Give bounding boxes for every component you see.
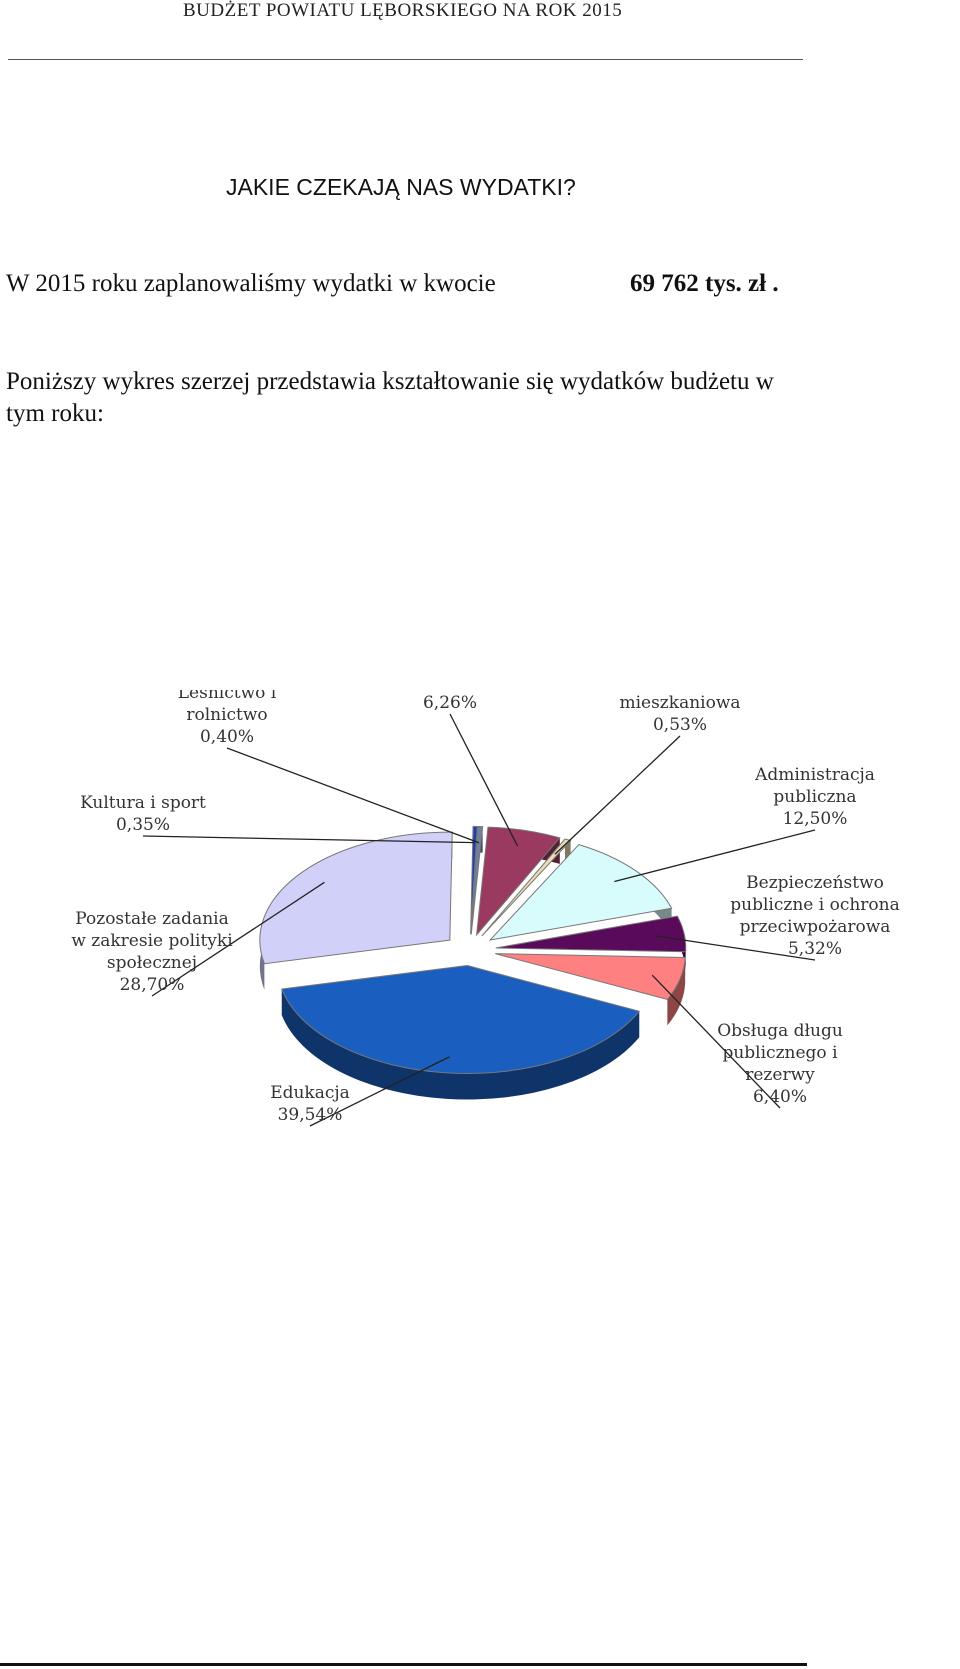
- slice-label-line: 0,35%: [116, 815, 170, 835]
- slice-label-line: rezerwy: [745, 1065, 815, 1085]
- leader-line: [614, 829, 816, 883]
- total-amount: 69 762 tys. zł .: [630, 270, 779, 297]
- pie-slice: [488, 844, 673, 941]
- slice-label-line: 6,26%: [423, 693, 477, 713]
- slice-label-line: Drogi powiatowe: [377, 690, 524, 691]
- document-header: BUDŻET POWIATU LĘBORSKIEGO NA ROK 2015: [183, 0, 623, 21]
- slice-label-line: 12,50%: [783, 809, 848, 829]
- footer-divider: [0, 1663, 807, 1666]
- leader-line: [449, 713, 519, 847]
- pie-slice: [281, 964, 641, 1075]
- leader-line: [655, 935, 816, 961]
- intro-text: W 2015 roku zaplanowaliśmy wydatki w kwo…: [6, 270, 496, 297]
- pie-slice: [470, 825, 478, 935]
- leader-line: [142, 835, 475, 844]
- leader-line: [651, 974, 781, 1109]
- slice-label-line: Administracja: [754, 765, 875, 785]
- leader-line: [554, 735, 681, 855]
- leader-lines: [142, 713, 816, 1127]
- slice-label-line: przeciwpożarowa: [740, 917, 891, 937]
- slice-label: Bezpieczeństwo publiczne i ochrona przeciw…: [730, 873, 899, 959]
- slice-labels: Drogi powiatowe 6,26% Gospodarka mieszkanio…: [71, 690, 899, 1125]
- leader-line: [309, 1056, 450, 1127]
- slice-label-line: społecznej: [107, 953, 197, 973]
- slice-label: Drogi powiatowe 6,26%: [377, 690, 524, 713]
- slice-label-line: Leśnictwo i: [178, 690, 277, 703]
- pie-slice: [495, 953, 686, 1000]
- slice-label-line: 6,40%: [753, 1087, 807, 1107]
- pie-slice: [470, 825, 484, 935]
- description-paragraph: Poniższy wykres szerzej przedstawia kszt…: [6, 368, 774, 427]
- slice-label-line: Bezpieczeństwo: [746, 873, 884, 893]
- slice-label-line: mieszkaniowa: [619, 693, 740, 713]
- pie-slice: [495, 915, 687, 953]
- slice-label-line: Kultura i sport: [80, 793, 206, 813]
- slice-label-line: w zakresie polityki: [71, 931, 233, 951]
- leader-line: [151, 881, 325, 997]
- pie-slice: [475, 826, 561, 937]
- slice-label: Edukacja 39,54%: [270, 1083, 350, 1125]
- slice-label-line: Pozostałe zadania: [75, 909, 228, 929]
- section-title: JAKIE CZEKAJĄ NAS WYDATKI?: [226, 174, 576, 200]
- slice-label-line: rolnictwo: [186, 705, 267, 725]
- slice-label: Obsługa długu publicznego i rezerwy 6,40%: [717, 1021, 843, 1107]
- slice-label-line: 28,70%: [120, 975, 185, 995]
- header-divider: [8, 59, 803, 60]
- pie-slice: [259, 831, 453, 965]
- leader-line: [226, 747, 480, 844]
- pie-slice: [481, 838, 572, 937]
- pie-slice-side: [667, 957, 686, 1026]
- slice-label-line: publiczne i ochrona: [730, 895, 899, 915]
- slice-label-line: 0,40%: [200, 727, 254, 747]
- slice-label-line: 0,53%: [653, 715, 707, 735]
- slice-label-line: Gospodarka: [628, 690, 731, 691]
- pie-slices: [259, 825, 687, 1100]
- expenses-pie-chart: Drogi powiatowe 6,26% Gospodarka mieszkanio…: [71, 690, 900, 1127]
- slice-label-line: publicznego i: [722, 1043, 838, 1063]
- pie-slice-side: [281, 989, 640, 1100]
- slice-label: Pozostałe zadania w zakresie polityki społ…: [71, 909, 233, 995]
- slice-label-line: Edukacja: [270, 1083, 350, 1103]
- slice-label: Leśnictwo i rolnictwo 0,40%: [178, 690, 277, 747]
- slice-label-line: Obsługa długu: [717, 1021, 843, 1041]
- slice-label-line: publiczna: [773, 787, 856, 807]
- slice-label: Administracja publiczna 12,50%: [754, 765, 875, 829]
- slice-label-line: 5,32%: [788, 939, 842, 959]
- slice-label-line: 39,54%: [278, 1105, 343, 1125]
- slice-label: Kultura i sport 0,35%: [80, 793, 206, 835]
